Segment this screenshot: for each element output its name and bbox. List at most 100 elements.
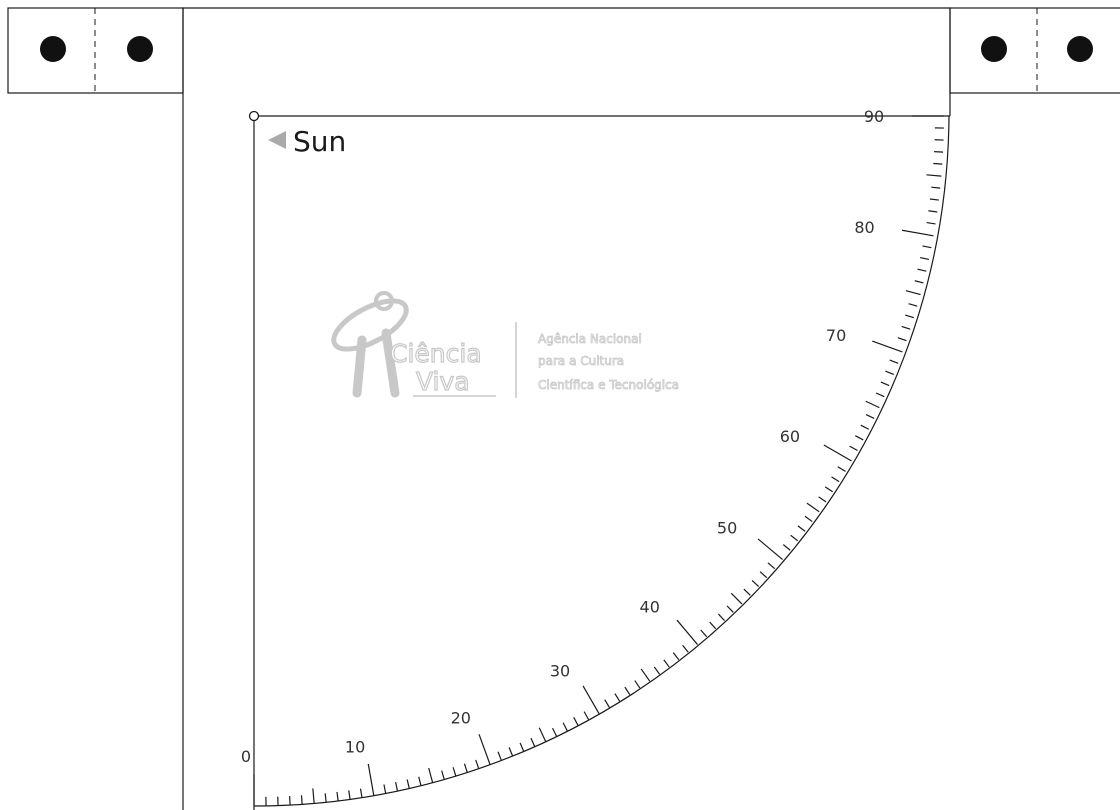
scale-tick-22 [508,747,514,756]
scale-tick-24 [530,737,536,747]
scale-tick-40 [676,619,698,645]
scale-tick-9 [359,788,363,798]
scale-label-40: 40 [640,597,660,616]
scale-tick-12 [395,781,399,792]
scale-tick-56 [818,496,827,503]
scale-tick-17 [452,767,457,777]
scale-tick-59 [837,466,846,472]
scale-tick-20 [478,734,491,765]
scale-tick-58 [831,476,840,483]
right-punch-hole-outer [1067,36,1093,62]
scale-tick-65 [865,400,880,409]
scale-tick-15 [428,767,434,783]
left-punch-hole-inner [127,36,153,62]
scale-label-20: 20 [451,708,471,727]
logo-agency-line3: Científica e Tecnológica [538,378,679,392]
scale-label-30: 30 [550,661,570,680]
scale-tick-85 [926,174,942,177]
scale-tick-46 [743,588,751,596]
scale-tick-18 [463,763,468,773]
scale-tick-21 [497,751,502,761]
scale-label-90: 90 [864,107,884,126]
left-punch-hole-outer [40,36,66,62]
scale-tick-73 [905,314,915,319]
scale-tick-45 [730,592,743,605]
scale-tick-80 [901,229,934,237]
scale-tick-63 [860,424,870,430]
scale-tick-30 [582,685,600,714]
scale-tick-44 [726,605,734,613]
scale-tick-32 [614,693,621,702]
scale-tick-6 [324,793,327,803]
scale-tick-13 [406,779,410,789]
right-mounting-tab [949,7,1120,94]
scale-tick-83 [929,198,939,201]
scale-tick-64 [865,413,875,420]
sun-arrow-icon [268,131,286,149]
scale-tick-52 [790,534,799,542]
scale-tick-71 [897,337,907,342]
scale-tick-57 [824,486,834,493]
scale-label-10: 10 [345,737,365,756]
scale-tick-70 [872,340,903,353]
left-mounting-tab [7,7,184,94]
scale-tick-43 [718,613,726,622]
scale-label-70: 70 [826,326,846,345]
scale-tick-10 [367,763,375,796]
scale-tick-7 [336,791,339,801]
plumb-pivot-hole [248,110,260,122]
scale-tick-27 [562,722,568,732]
scale-tick-60 [823,444,852,462]
scale-tick-62 [855,435,864,441]
scale-tick-74 [908,303,918,307]
scale-tick-53 [797,525,806,532]
scale-labels: 0 10 20 30 40 50 60 70 80 90 [241,107,884,766]
scale-label-50: 50 [717,518,737,537]
scale-tick-66 [875,392,885,398]
scale-tick-39 [682,644,689,653]
scale-tick-79 [922,245,932,249]
scale-tick-25 [538,727,547,742]
scale-tick-72 [901,325,911,330]
scale-tick-14 [418,776,422,786]
quadrant-body-outline [182,7,951,810]
scale-tick-11 [383,784,387,794]
ciencia-viva-logo: Ciência Viva Agência Nacional para a Cul… [331,291,679,398]
scale-tick-19 [475,759,480,769]
scale-tick-33 [624,686,631,696]
scale-tick-37 [663,659,670,668]
scale-tick-26 [551,727,558,737]
scale-tick-67 [880,381,890,387]
scale-tick-49 [767,562,776,570]
scale-tick-28 [573,717,579,726]
scale-tick-78 [919,257,930,261]
scale-tick-50 [757,538,783,560]
scale-tick-55 [806,502,820,513]
scale-tick-61 [849,445,858,452]
scale-ticks [253,115,944,806]
scale-tick-23 [519,742,525,752]
scale-tick-77 [917,268,927,272]
scale-arc [253,115,950,807]
scale-tick-41 [700,629,708,638]
scale-tick-69 [889,359,899,364]
scale-tick-48 [759,571,768,579]
logo-agency-line1: Agência Nacional [538,332,642,346]
right-punch-hole-inner [981,36,1007,62]
scale-tick-47 [751,580,760,588]
scale-tick-86 [933,162,943,165]
scale-tick-75 [905,290,921,296]
scale-tick-31 [604,699,610,708]
scale-tick-84 [931,186,941,189]
scale-tick-36 [653,666,661,675]
scale-label-0: 0 [241,747,251,766]
ciencia-viva-figure-icon [331,291,409,398]
scale-tick-8 [348,790,351,800]
scale-tick-35 [640,668,651,682]
sun-label: Sun [293,125,346,158]
scale-tick-51 [782,544,791,551]
scale-tick-42 [709,621,717,630]
logo-name-line2: Viva [416,367,470,396]
logo-name-line1: Ciência [390,339,482,368]
